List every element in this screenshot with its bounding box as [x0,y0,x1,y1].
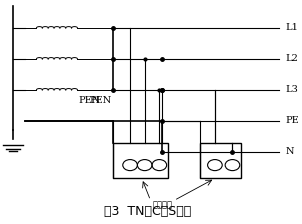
Text: 金属外壳: 金属外壳 [152,200,172,209]
Text: L1: L1 [285,24,298,32]
Text: 图3  TN－C－S系统: 图3 TN－C－S系统 [104,205,191,218]
Text: PE: PE [285,116,299,125]
Text: L3: L3 [285,85,298,94]
Text: N: N [285,147,294,156]
Text: PEN: PEN [78,97,100,106]
Text: L2: L2 [285,54,298,63]
Text: PEN: PEN [89,97,111,106]
